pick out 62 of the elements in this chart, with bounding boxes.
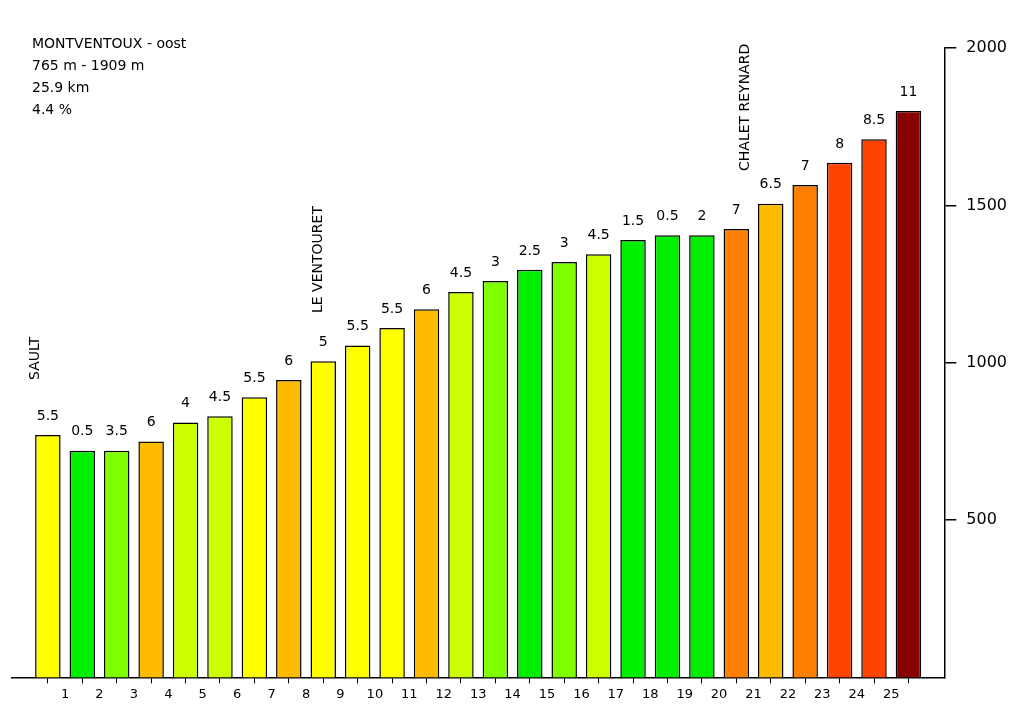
annotation: 2.5 xyxy=(518,241,541,258)
annotation: 4.4 % xyxy=(32,100,74,119)
annotation: SAULT xyxy=(25,336,42,380)
x-tick-label: 20 xyxy=(710,685,728,701)
annotation: 7 xyxy=(800,156,810,173)
x-tick-label: 14 xyxy=(504,685,521,701)
annotation: 6 xyxy=(422,280,432,297)
chart-title: MONTVENTOUX - oost xyxy=(32,34,187,53)
annotation: 5.5 xyxy=(243,368,266,385)
annotation: 0.5 xyxy=(656,206,679,223)
annotation: LE VENTOURET xyxy=(308,205,325,313)
annotation: 6 xyxy=(284,351,294,368)
annotation: 0.5 xyxy=(71,422,94,439)
annotation: 4.5 xyxy=(587,225,610,242)
annotation: 4 xyxy=(181,394,191,411)
x-tick-label: 25 xyxy=(882,685,900,701)
annotation: 1.5 xyxy=(621,211,645,228)
x-tick-label: 3 xyxy=(129,685,139,701)
annotation: 5.5 xyxy=(380,299,404,316)
x-tick-label: 1 xyxy=(60,685,70,701)
x-tick-label: 15 xyxy=(538,685,556,701)
x-tick-label: 10 xyxy=(366,685,384,701)
x-tick-label: 24 xyxy=(848,685,866,701)
annotation: 6.5 xyxy=(759,175,782,192)
annotation: 5 xyxy=(318,332,328,349)
x-tick-label: 19 xyxy=(676,685,693,701)
annotation: 5.5 xyxy=(346,317,369,334)
annotation: 3.5 xyxy=(105,422,128,439)
x-tick-label: 4 xyxy=(164,685,173,701)
annotation: 11 xyxy=(899,82,918,99)
annotation: 765 m - 1909 m xyxy=(32,56,146,75)
annotation: 8.5 xyxy=(862,110,886,127)
x-tick-label: 23 xyxy=(814,685,831,701)
annotation: 3 xyxy=(559,233,569,250)
annotation: 4.5 xyxy=(208,387,232,404)
annotation: 7 xyxy=(731,200,741,217)
x-tick-label: 18 xyxy=(641,685,659,701)
x-tick-label: 5 xyxy=(198,685,207,701)
annotation: 3 xyxy=(490,252,500,269)
y-tick-label: 1500 xyxy=(966,194,1007,214)
y-tick-label: 1000 xyxy=(966,351,1007,371)
annotation: 2 xyxy=(697,206,707,223)
x-tick-label: 22 xyxy=(779,685,797,701)
x-tick-label: 21 xyxy=(745,685,762,701)
y-tick-label: 2000 xyxy=(966,37,1007,57)
x-tick-label: 8 xyxy=(301,685,311,701)
x-tick-label: 7 xyxy=(267,685,276,701)
annotation: 6 xyxy=(146,413,156,430)
x-tick-label: 17 xyxy=(607,685,625,701)
x-tick-label: 6 xyxy=(233,685,242,701)
y-tick-label: 500 xyxy=(966,509,997,529)
x-tick-label: 16 xyxy=(573,685,590,701)
annotation: 4.5 xyxy=(449,263,473,280)
annotation: 5.5 xyxy=(36,406,59,423)
annotation: 8 xyxy=(835,134,845,151)
x-tick-label: 2 xyxy=(95,685,104,701)
annotation: 25.9 km xyxy=(32,78,91,97)
x-tick-label: 13 xyxy=(469,685,487,701)
x-tick-label: 12 xyxy=(435,685,452,701)
x-tick-label: 9 xyxy=(336,685,345,701)
x-tick-label: 11 xyxy=(401,685,418,701)
annotation: CHALET REYNARD xyxy=(735,43,752,171)
